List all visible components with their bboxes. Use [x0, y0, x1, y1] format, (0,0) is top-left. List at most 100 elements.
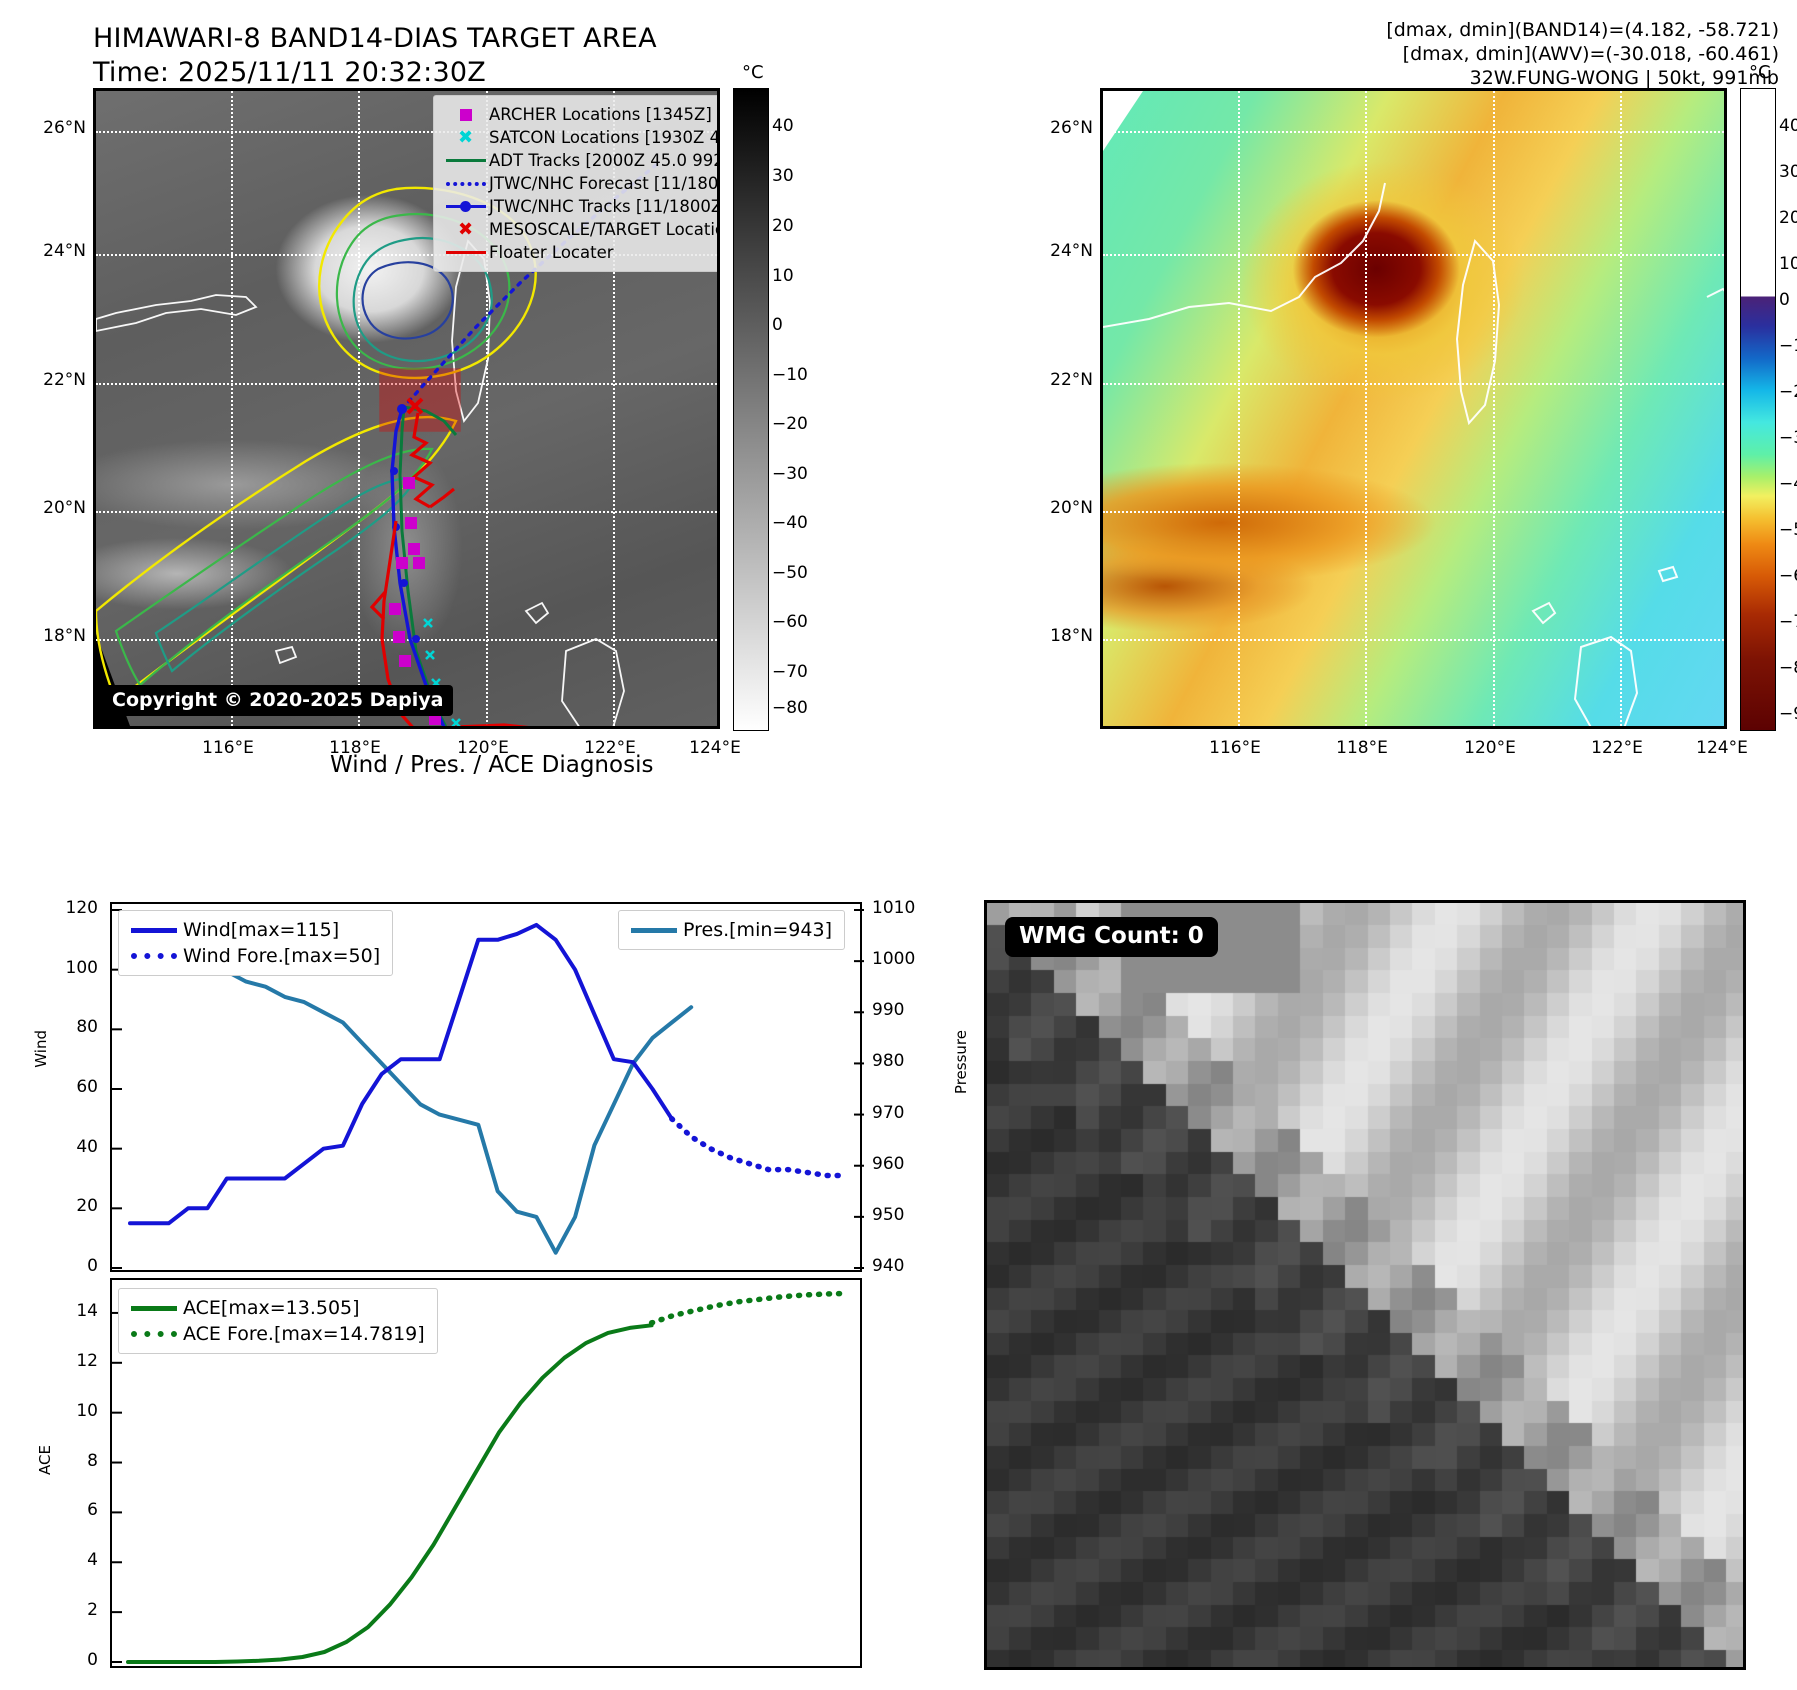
ace-ytick: 6	[87, 1500, 98, 1521]
legend-item[interactable]: JTWC/NHC Tracks [11/1800Z]	[442, 195, 720, 218]
diagnosis-title: Wind / Pres. / ACE Diagnosis	[330, 752, 654, 778]
wmg-count-badge: WMG Count: 0	[1005, 917, 1218, 957]
square-marker-icon	[442, 108, 489, 121]
map-coastlines	[1103, 182, 1724, 726]
map-left-xtick: 116°E	[202, 738, 254, 758]
cb-left-tick: 40	[772, 116, 794, 136]
wind-ytick: 40	[76, 1136, 98, 1157]
wind-ytick: 0	[87, 1256, 98, 1276]
wind-legend: Wind[max=115] Wind Fore.[max=50]	[118, 910, 394, 976]
ace-ytick: 0	[87, 1650, 98, 1670]
legend-label: ADT Tracks [2000Z 45.0 992.4]	[489, 151, 717, 170]
gridline-lon	[1365, 91, 1369, 726]
ace-ytick: 2	[87, 1600, 98, 1621]
gridline-lon	[1238, 91, 1242, 726]
line-marker-icon	[442, 201, 489, 212]
legend-label: Wind Fore.[max=50]	[183, 945, 381, 967]
wmg-imagery	[987, 903, 1743, 1667]
map-left-xtick: 120°E	[457, 738, 509, 758]
pressure-ytick: 1010	[872, 898, 916, 918]
map-right-xtick: 124°E	[1696, 738, 1748, 758]
cb-left-tick: −30	[772, 464, 808, 484]
colorbar-right	[1740, 88, 1776, 731]
legend-label: Wind[max=115]	[183, 919, 340, 941]
legend-label: Floater Locater	[489, 243, 614, 262]
cb-left-tick: 10	[772, 266, 794, 286]
legend-item[interactable]: JTWC/NHC Forecast [11/1800Z]	[442, 172, 717, 195]
cb-right-tick: −50	[1779, 520, 1797, 540]
legend-item[interactable]: Pres.[min=943]	[631, 917, 832, 943]
gridline-lon	[1493, 91, 1497, 726]
copyright-badge: Copyright © 2020-2025 Dapiya	[102, 685, 454, 716]
legend-item[interactable]: ✖ MESOSCALE/TARGET Location	[442, 218, 720, 241]
cb-right-tick: −70	[1779, 612, 1797, 632]
cb-left-tick: −50	[772, 563, 808, 583]
legend-item[interactable]: ARCHER Locations [1345Z]	[442, 103, 717, 126]
cb-left-tick: −40	[772, 513, 808, 533]
dmax-dmin-awv: [dmax, dmin](AWV)=(-30.018, -60.461)	[1402, 43, 1779, 65]
colorbar-left	[733, 88, 769, 731]
map-right-xtick: 120°E	[1464, 738, 1516, 758]
legend-item[interactable]: ACE[max=13.505]	[131, 1295, 425, 1321]
cb-right-tick: 10	[1779, 254, 1797, 274]
legend-item[interactable]: ADT Tracks [2000Z 45.0 992.4]	[442, 149, 717, 172]
legend-label: JTWC/NHC Tracks [11/1800Z]	[489, 197, 720, 216]
legend-label: ACE[max=13.505]	[183, 1297, 360, 1319]
wind-axis-label: Wind	[32, 1030, 50, 1068]
gridline-lon	[613, 91, 617, 726]
cb-left-tick: −20	[772, 414, 808, 434]
ace-axis-label: ACE	[36, 1445, 54, 1475]
gridline-lat	[96, 383, 717, 385]
solid-line-red-icon	[442, 251, 489, 254]
cb-right-tick: −90	[1779, 704, 1797, 724]
ace-legend: ACE[max=13.505] ACE Fore.[max=14.7819]	[118, 1288, 438, 1354]
dotted-line-icon	[442, 181, 489, 186]
pressure-axis-label: Pressure	[952, 1030, 970, 1095]
solid-line-icon	[131, 927, 183, 933]
pressure-legend: Pres.[min=943]	[618, 910, 845, 950]
legend-label: MESOSCALE/TARGET Location	[489, 220, 720, 239]
gridline-lat	[96, 639, 717, 641]
gridline-lat	[1103, 639, 1724, 641]
legend-item[interactable]: ✖ SATCON Locations [1930Z 40 993]	[442, 126, 717, 149]
pressure-ytick: 980	[872, 1051, 905, 1072]
colorbar-right-unit: °C	[1749, 62, 1771, 83]
ace-ytick: 14	[76, 1300, 98, 1321]
solid-line-icon	[131, 1305, 183, 1311]
ace-ytick: 12	[76, 1350, 98, 1371]
legend-item[interactable]: ACE Fore.[max=14.7819]	[131, 1321, 425, 1347]
legend-label: Pres.[min=943]	[683, 919, 832, 941]
cb-left-tick: −80	[772, 698, 808, 718]
band14-grayscale-ir-map[interactable]: ARCHER Locations [1345Z] ✖ SATCON Locati…	[93, 88, 720, 729]
x-marker-icon: ✖	[457, 126, 474, 148]
wind-ytick: 60	[76, 1077, 98, 1097]
page-title: HIMAWARI-8 BAND14-DIAS TARGET AREA Time:…	[93, 22, 657, 90]
legend-item[interactable]: Wind Fore.[max=50]	[131, 943, 380, 969]
gridline-lat	[1103, 254, 1724, 256]
cb-right-tick: −40	[1779, 474, 1797, 494]
pressure-ytick: 940	[872, 1256, 905, 1276]
gridline-lon	[358, 91, 362, 726]
ace-ytick: 4	[87, 1550, 98, 1571]
gridline-lon	[486, 91, 490, 726]
pressure-ytick: 950	[872, 1204, 905, 1225]
cb-left-tick: 0	[772, 315, 783, 335]
wind-ytick: 80	[76, 1017, 98, 1038]
cb-right-tick: −20	[1779, 382, 1797, 402]
title-line-1: HIMAWARI-8 BAND14-DIAS TARGET AREA	[93, 23, 657, 54]
wind-ytick: 20	[76, 1196, 98, 1217]
awv-color-enhanced-ir-map[interactable]	[1100, 88, 1727, 729]
map-right-xtick: 118°E	[1336, 738, 1388, 758]
dmax-dmin-band14: [dmax, dmin](BAND14)=(4.182, -58.721)	[1386, 19, 1779, 41]
map-legend: ARCHER Locations [1345Z] ✖ SATCON Locati…	[433, 95, 720, 272]
wmg-panel[interactable]: WMG Count: 0	[984, 900, 1746, 1670]
legend-item[interactable]: Floater Locater	[442, 241, 717, 264]
legend-label: ARCHER Locations [1345Z]	[489, 105, 712, 124]
cb-left-tick: −10	[772, 365, 808, 385]
gridline-lat	[96, 131, 717, 133]
cb-right-tick: 30	[1779, 162, 1797, 182]
cb-right-tick: 0	[1779, 290, 1790, 310]
legend-item[interactable]: Wind[max=115]	[131, 917, 380, 943]
gridline-lon	[231, 91, 235, 726]
gridline-lat	[96, 511, 717, 513]
